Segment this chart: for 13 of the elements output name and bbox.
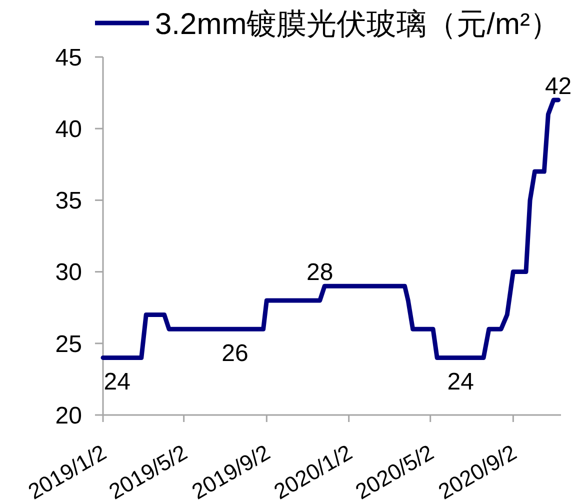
data-label: 24 — [104, 368, 130, 396]
y-tick-label: 45 — [55, 44, 82, 72]
data-label: 24 — [447, 368, 474, 396]
legend-label: 3.2mm镀膜光伏玻璃（元/m²） — [155, 8, 560, 41]
line-series — [100, 98, 561, 360]
data-label: 28 — [306, 259, 334, 286]
data-label: 26 — [222, 340, 248, 368]
y-tick-label: 40 — [55, 116, 82, 143]
y-tick-label: 35 — [55, 188, 82, 215]
y-tick-label: 25 — [55, 330, 82, 358]
y-tick-label: 30 — [55, 259, 82, 286]
data-label: 42 — [544, 72, 572, 100]
y-tick-label: 20 — [55, 402, 82, 430]
